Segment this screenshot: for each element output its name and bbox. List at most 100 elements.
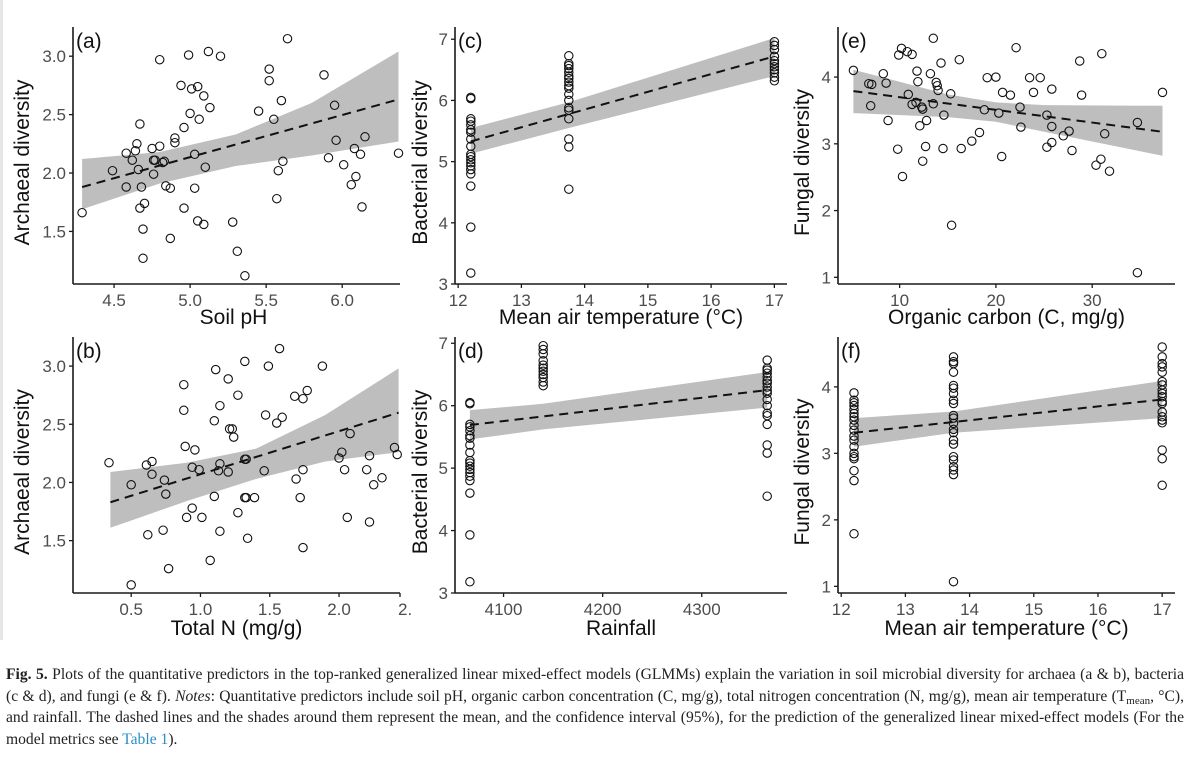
data-point bbox=[907, 49, 917, 60]
data-point bbox=[138, 253, 148, 264]
data-point bbox=[762, 363, 772, 373]
data-point bbox=[769, 58, 780, 69]
table-1-link[interactable]: Table 1 bbox=[122, 730, 169, 748]
data-point bbox=[1157, 362, 1167, 372]
y-tick-label: 2.5 bbox=[42, 106, 66, 125]
data-point bbox=[925, 68, 936, 79]
data-point bbox=[538, 349, 548, 359]
data-point bbox=[302, 385, 312, 396]
data-point bbox=[903, 89, 914, 100]
data-point bbox=[538, 355, 548, 366]
data-point bbox=[769, 72, 780, 82]
data-point bbox=[210, 364, 221, 375]
data-point bbox=[190, 445, 200, 455]
data-point bbox=[849, 435, 859, 445]
x-tick-label: 12 bbox=[449, 291, 468, 310]
data-point bbox=[1157, 415, 1167, 425]
data-point bbox=[915, 121, 925, 131]
figure-caption: Fig. 5. Plots of the quantitative predic… bbox=[6, 664, 1184, 750]
panel-e: 1 2 3 4 10 20 30 (e) Organic carbon (C, mg/g) Fun… bbox=[791, 27, 1175, 329]
data-point bbox=[1157, 87, 1168, 98]
data-point bbox=[912, 66, 922, 76]
data-point bbox=[948, 398, 959, 409]
data-point bbox=[564, 77, 574, 87]
data-point bbox=[130, 146, 141, 156]
data-point bbox=[948, 388, 959, 399]
data-point bbox=[227, 217, 238, 227]
data-point bbox=[466, 114, 476, 124]
data-point bbox=[126, 580, 136, 590]
data-point bbox=[466, 222, 476, 232]
data-point bbox=[126, 480, 136, 490]
data-point bbox=[564, 51, 574, 61]
data-point bbox=[185, 108, 195, 119]
x-tick-label: 13 bbox=[896, 600, 915, 619]
caption-text-2: : Quantitative predictors include soil p… bbox=[210, 687, 1127, 705]
data-point bbox=[170, 133, 180, 143]
data-point bbox=[948, 451, 959, 462]
data-point bbox=[564, 114, 574, 124]
data-point bbox=[1015, 102, 1025, 112]
data-point bbox=[163, 563, 174, 574]
data-point bbox=[849, 441, 859, 452]
plot-area bbox=[104, 343, 402, 590]
data-point bbox=[1047, 121, 1057, 132]
data-point bbox=[360, 132, 370, 142]
data-point bbox=[465, 471, 475, 481]
data-point bbox=[298, 393, 308, 404]
data-point bbox=[273, 165, 284, 176]
x-tick-label: 30 bbox=[1083, 291, 1102, 310]
y-tick-label: 3.0 bbox=[42, 47, 66, 66]
x-tick-label: 13 bbox=[512, 291, 531, 310]
x-tick-label: 17 bbox=[1153, 600, 1172, 619]
data-point bbox=[377, 473, 387, 483]
data-point bbox=[849, 425, 859, 435]
data-point bbox=[143, 530, 153, 540]
data-point bbox=[203, 46, 214, 57]
data-point bbox=[928, 99, 939, 109]
data-point bbox=[967, 136, 977, 146]
x-tick-label: 1.5 bbox=[258, 600, 282, 619]
data-point bbox=[1157, 392, 1167, 402]
data-point bbox=[762, 400, 772, 411]
data-point bbox=[920, 141, 931, 152]
data-point bbox=[127, 155, 138, 165]
data-point bbox=[271, 418, 282, 428]
data-point bbox=[911, 97, 921, 108]
data-point bbox=[338, 160, 349, 170]
data-point bbox=[1076, 90, 1087, 100]
data-point bbox=[393, 148, 404, 158]
data-point bbox=[298, 464, 308, 475]
data-point bbox=[77, 207, 87, 218]
data-point bbox=[1157, 352, 1167, 362]
data-point bbox=[465, 488, 475, 498]
data-point bbox=[465, 464, 475, 475]
y-tick-label: 2 bbox=[822, 511, 831, 530]
caption-label: Fig. 5. bbox=[6, 666, 48, 683]
data-point bbox=[199, 91, 209, 101]
data-point bbox=[902, 46, 913, 57]
data-point bbox=[1157, 412, 1167, 422]
y-tick-label: 3 bbox=[822, 444, 831, 463]
data-point bbox=[762, 491, 772, 501]
data-point bbox=[197, 512, 207, 523]
data-point bbox=[242, 533, 253, 544]
data-point bbox=[769, 62, 780, 72]
data-point bbox=[205, 555, 215, 566]
plot-area bbox=[77, 33, 404, 281]
data-point bbox=[223, 374, 233, 384]
data-point bbox=[179, 122, 189, 133]
x-tick-label: 2.0 bbox=[327, 600, 351, 619]
x-tick-label: 10 bbox=[890, 291, 909, 310]
panel-label: (e) bbox=[841, 30, 867, 53]
x-tick-label: 6.0 bbox=[330, 291, 354, 310]
data-point bbox=[181, 512, 192, 523]
data-point bbox=[465, 433, 475, 443]
x-tick-label: 5.0 bbox=[178, 291, 202, 310]
x-tick-label: 4300 bbox=[683, 600, 721, 619]
x-tick-label: 12 bbox=[832, 600, 851, 619]
data-point bbox=[295, 492, 305, 503]
data-point bbox=[538, 377, 548, 387]
data-point bbox=[194, 464, 204, 475]
data-point bbox=[564, 184, 574, 194]
